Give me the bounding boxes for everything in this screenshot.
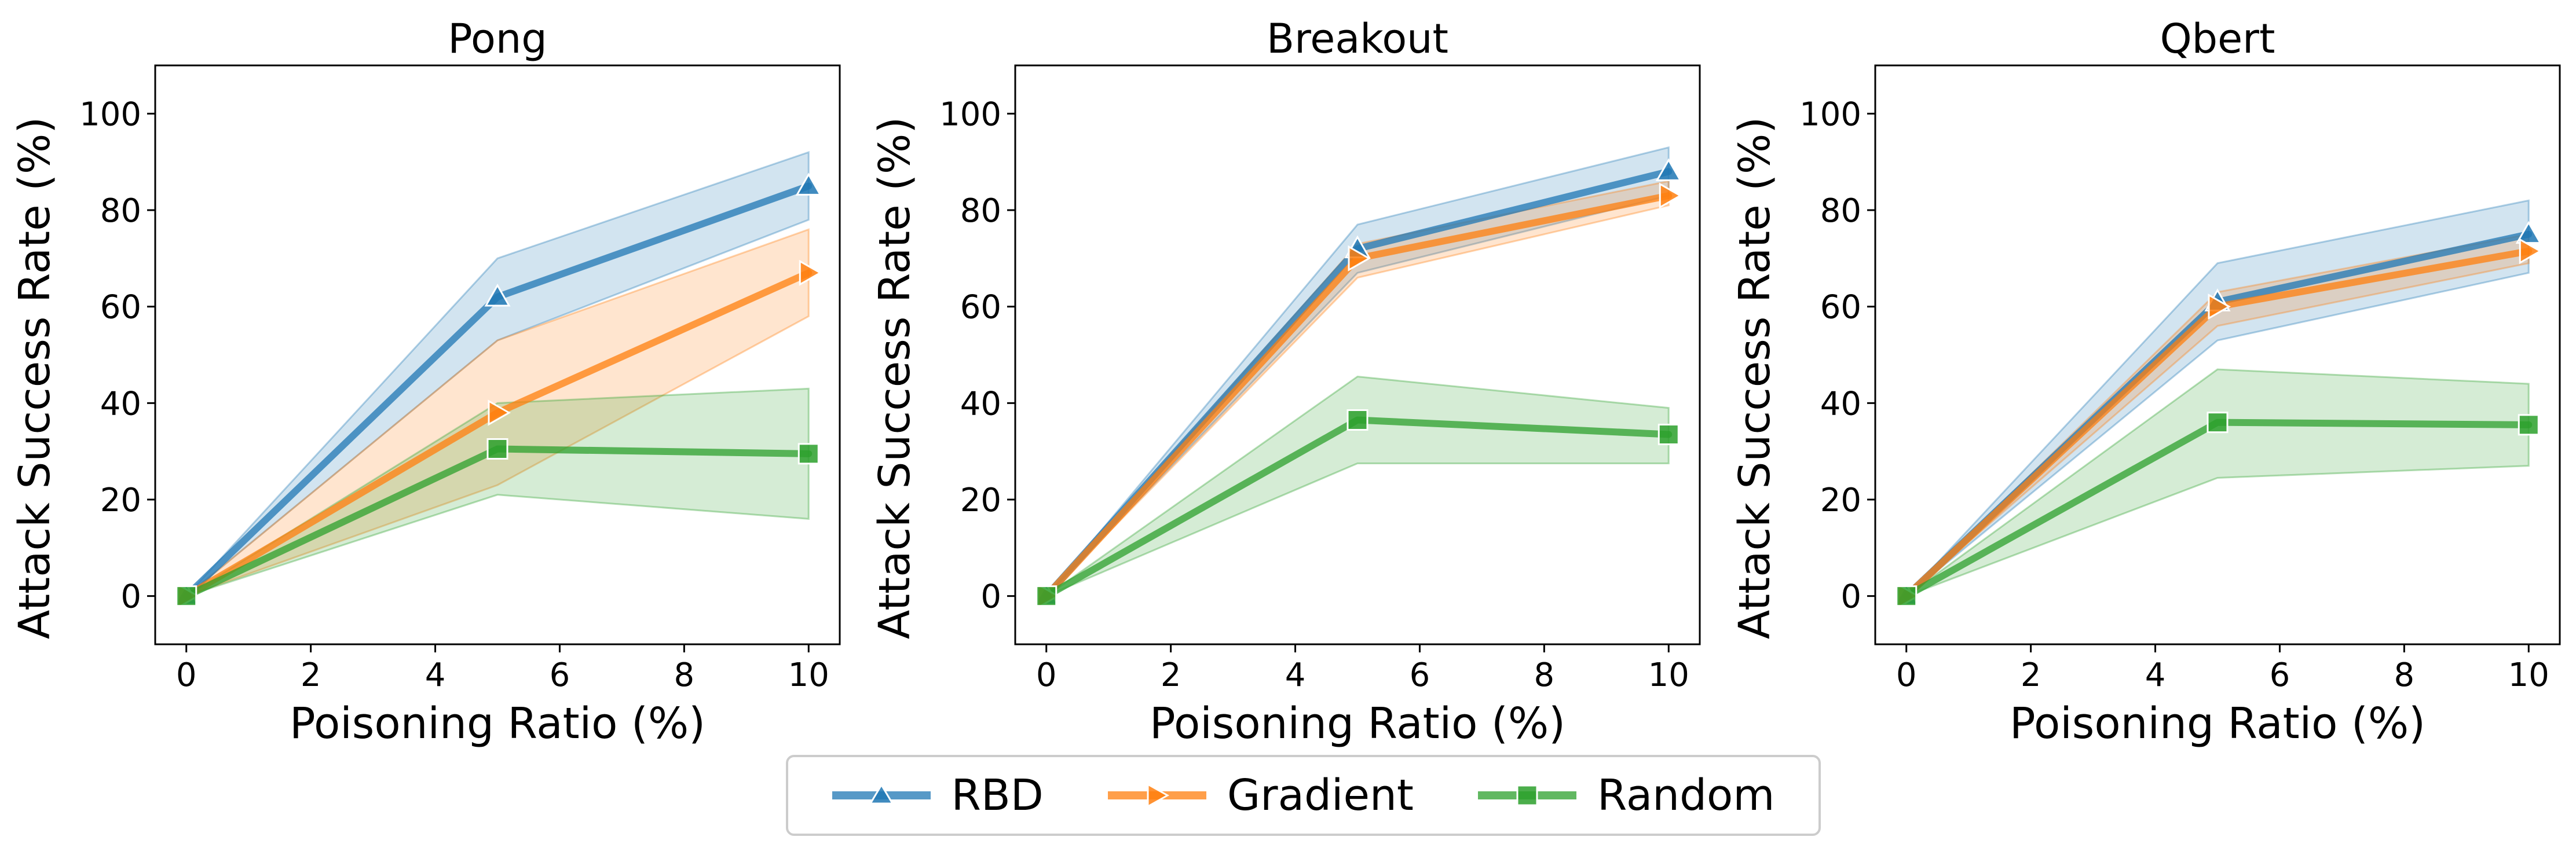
breakout-xtick-label-4: 8 [1534,656,1555,694]
pong-ytick-label-4: 80 [100,192,141,230]
pong-point-gradient-2 [799,259,822,286]
breakout-ytick-label-4: 80 [960,192,1001,230]
breakout-ytick-label-3: 60 [960,289,1001,326]
breakout-point-gradient-2 [1659,182,1682,209]
qbert-xtick-label-0: 0 [1896,656,1917,694]
pong-xtick-label-5: 10 [788,656,829,694]
pong-title: Pong [448,15,547,63]
breakout-point-gradient-1 [1348,245,1371,271]
legend-swatch-gradient [1107,783,1206,808]
pong-xtick-label-0: 0 [176,656,197,694]
qbert-point-gradient-2 [2519,238,2542,265]
breakout-point-rbd-2 [1655,158,1682,181]
legend-swatch-rbd [832,783,931,805]
qbert-xlabel: Poisoning Ratio (%) [2010,699,2425,748]
qbert-ylabel: Attack Success Rate (%) [1730,117,1780,639]
qbert-ytick-label-3: 60 [1820,289,1861,326]
qbert-point-random-1 [2207,412,2229,434]
legend-item-gradient: Gradient [1107,770,1414,820]
pong-xtick-label-3: 6 [550,656,570,694]
pong-point-gradient-1 [488,399,511,426]
legend: RBD Gradient Random [786,755,1821,836]
legend-item-rbd: RBD [832,770,1044,820]
breakout-ytick-label-1: 20 [960,482,1001,519]
pong-ytick-label-3: 60 [100,289,141,326]
qbert-xtick-label-2: 4 [2145,656,2166,694]
qbert-ytick-label-0: 0 [1840,578,1861,616]
pong-ytick-label-5: 100 [79,96,141,133]
qbert-point-random-0 [1896,585,1918,607]
qbert-xtick-label-5: 10 [2508,656,2549,694]
breakout-point-random-2 [1657,424,1679,445]
breakout-xlabel: Poisoning Ratio (%) [1150,699,1565,748]
legend-label-rbd: RBD [951,770,1044,820]
breakout-xtick-label-5: 10 [1648,656,1689,694]
pong-xlabel: Poisoning Ratio (%) [290,699,705,748]
pong-point-rbd-2 [795,173,822,196]
legend-label-random: Random [1597,770,1775,820]
breakout-xtick-label-3: 6 [1410,656,1430,694]
breakout-xtick-label-1: 2 [1161,656,1181,694]
breakout-ylabel: Attack Success Rate (%) [870,117,920,639]
pong-ylabel: Attack Success Rate (%) [10,117,60,639]
breakout-axes-frame [1014,64,1701,645]
qbert-ytick-label-1: 20 [1820,482,1861,519]
qbert-point-rbd-2 [2515,221,2542,244]
pong-xtick-label-2: 4 [425,656,446,694]
qbert-axes-frame [1874,64,2561,645]
qbert-point-gradient-1 [2208,293,2231,320]
pong-xtick-label-1: 2 [301,656,321,694]
pong-ytick-label-1: 20 [100,482,141,519]
qbert-ytick-label-5: 100 [1799,96,1861,133]
qbert-title: Qbert [2160,15,2275,63]
pong-point-rbd-1 [484,283,511,307]
breakout-xtick-label-0: 0 [1036,656,1057,694]
breakout-point-random-1 [1346,409,1368,431]
qbert-band-random [1905,368,2530,597]
breakout-ytick-label-5: 100 [939,96,1001,133]
qbert-ytick-label-4: 80 [1820,192,1861,230]
qbert-xtick-label-4: 8 [2394,656,2415,694]
breakout-ytick-label-2: 40 [960,385,1001,423]
pong-xtick-label-4: 8 [674,656,695,694]
pong-ytick-label-2: 40 [100,385,141,423]
pong-point-random-0 [175,585,197,607]
legend-swatch-random [1478,784,1577,806]
breakout-title: Breakout [1267,15,1448,63]
breakout-point-random-0 [1035,585,1058,607]
qbert-ytick-label-2: 40 [1820,385,1861,423]
qbert-xtick-label-1: 2 [2021,656,2041,694]
pong-point-random-1 [486,438,508,460]
pong-axes-frame [154,64,841,645]
breakout-xtick-label-2: 4 [1285,656,1306,694]
breakout-ytick-label-0: 0 [980,578,1001,616]
qbert-xtick-label-3: 6 [2270,656,2290,694]
qbert-point-random-2 [2518,414,2540,436]
pong-ytick-label-0: 0 [120,578,141,616]
pong-point-random-2 [797,443,819,465]
legend-item-random: Random [1478,770,1774,820]
legend-label-gradient: Gradient [1227,770,1414,820]
